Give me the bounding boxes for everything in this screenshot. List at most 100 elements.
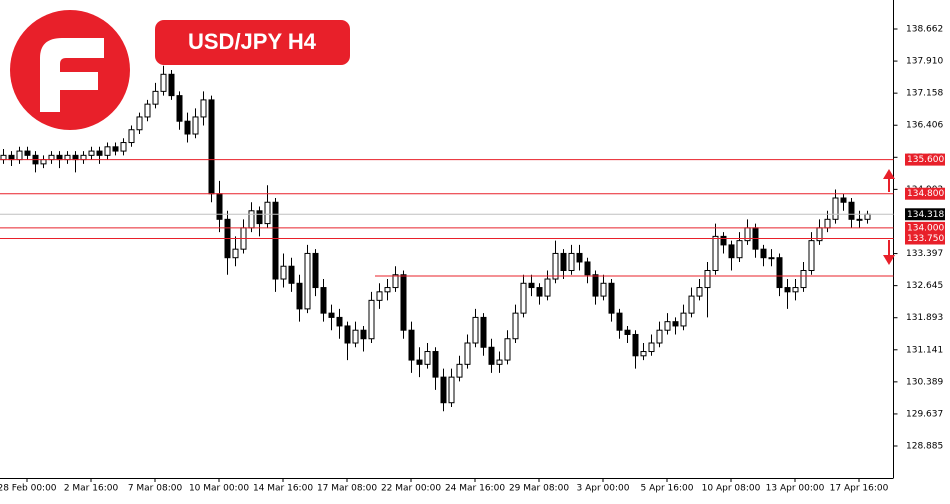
candle-body	[496, 359, 503, 365]
candle-body	[784, 287, 791, 293]
candle-body	[440, 376, 447, 404]
x-tick-label: 22 Mar 00:00	[381, 484, 441, 494]
candle-body	[632, 333, 639, 357]
candle-body	[680, 312, 687, 327]
candle-body	[864, 213, 871, 220]
candle-body	[344, 325, 351, 344]
y-tick-label: 137.158	[906, 89, 943, 99]
candle-body	[248, 210, 255, 229]
candle-body	[232, 248, 239, 259]
candle-body	[480, 316, 487, 348]
current-price-label: 134.318	[907, 210, 944, 220]
chart-title: USD/JPY H4	[188, 29, 317, 54]
candle-body	[840, 197, 847, 203]
candle-body	[72, 154, 79, 161]
candle-body	[88, 150, 95, 156]
candle-body	[552, 252, 559, 280]
candle-body	[760, 248, 767, 259]
candle-body	[392, 274, 399, 289]
candle-body	[616, 312, 623, 331]
candle-body	[56, 154, 63, 161]
y-tick-label: 133.397	[906, 249, 943, 259]
y-tick-label: 136.406	[906, 121, 943, 131]
candle-body	[264, 201, 271, 225]
candle-body	[592, 274, 599, 297]
candle-body	[296, 282, 303, 310]
candle-body	[256, 210, 263, 225]
candle-body	[280, 265, 287, 280]
candle-body	[712, 235, 719, 271]
candle-body	[808, 240, 815, 271]
level-label: 133.750	[907, 234, 944, 244]
level-label-box	[905, 221, 945, 234]
candle-body	[160, 73, 167, 92]
candle-body	[208, 99, 215, 195]
candle-body	[688, 295, 695, 314]
y-tick-label: 129.637	[906, 409, 943, 419]
candle-body	[696, 287, 703, 297]
level-label: 134.000	[907, 223, 944, 233]
x-tick-label: 17 Apr 16:00	[830, 484, 889, 494]
candle-body	[304, 252, 311, 310]
title-box	[155, 20, 350, 65]
candle-body	[80, 154, 87, 161]
candle-body	[824, 218, 831, 229]
candle-body	[384, 287, 391, 293]
candle-body	[168, 73, 175, 97]
candle-body	[120, 142, 127, 152]
candle-body	[192, 116, 199, 135]
candle-body	[400, 274, 407, 331]
candle-body	[184, 120, 191, 135]
y-tick-label: 131.893	[906, 313, 943, 323]
candle-body	[48, 154, 55, 161]
candle-body	[536, 287, 543, 297]
candle-body	[96, 150, 103, 156]
candle-body	[376, 291, 383, 301]
candle-body	[112, 146, 119, 152]
candle-body	[544, 278, 551, 297]
level-label-box	[905, 187, 945, 200]
candle-body	[624, 329, 631, 335]
candle-body	[448, 376, 455, 404]
candle-body	[272, 201, 279, 280]
candle-body	[152, 90, 159, 105]
x-tick-label: 14 Mar 16:00	[253, 484, 313, 494]
x-tick-label: 10 Apr 08:00	[702, 484, 761, 494]
candle-body	[16, 150, 23, 161]
candle-body	[424, 351, 431, 365]
candle-body	[720, 235, 727, 246]
candle-body	[640, 351, 647, 357]
candle-body	[728, 244, 735, 259]
candle-body	[520, 282, 527, 314]
candle-body	[504, 338, 511, 361]
candle-body	[216, 193, 223, 220]
candle-body	[776, 257, 783, 289]
candle-body	[312, 252, 319, 289]
candle-body	[736, 240, 743, 259]
candle-body	[848, 201, 855, 220]
level-label-box	[905, 153, 945, 166]
x-tick-label: 2 Mar 16:00	[64, 484, 119, 494]
x-tick-label: 24 Mar 16:00	[445, 484, 505, 494]
x-tick-label: 28 Feb 00:00	[0, 484, 57, 494]
candle-body	[656, 329, 663, 344]
candle-body	[368, 299, 375, 340]
candle-body	[800, 269, 807, 289]
y-tick-label: 137.910	[906, 57, 943, 67]
candle-body	[408, 329, 415, 361]
y-tick-label: 128.885	[906, 442, 943, 452]
candle-body	[0, 154, 7, 161]
current-price-box	[905, 208, 945, 221]
candle-body	[200, 99, 207, 118]
candle-body	[24, 150, 31, 156]
down-arrow	[883, 240, 895, 265]
candle-body	[584, 261, 591, 276]
x-tick-label: 7 Mar 08:00	[128, 484, 183, 494]
level-label: 134.800	[907, 189, 944, 199]
candle-body	[136, 116, 143, 131]
candle-body	[104, 146, 111, 156]
level-label-box	[905, 232, 945, 245]
